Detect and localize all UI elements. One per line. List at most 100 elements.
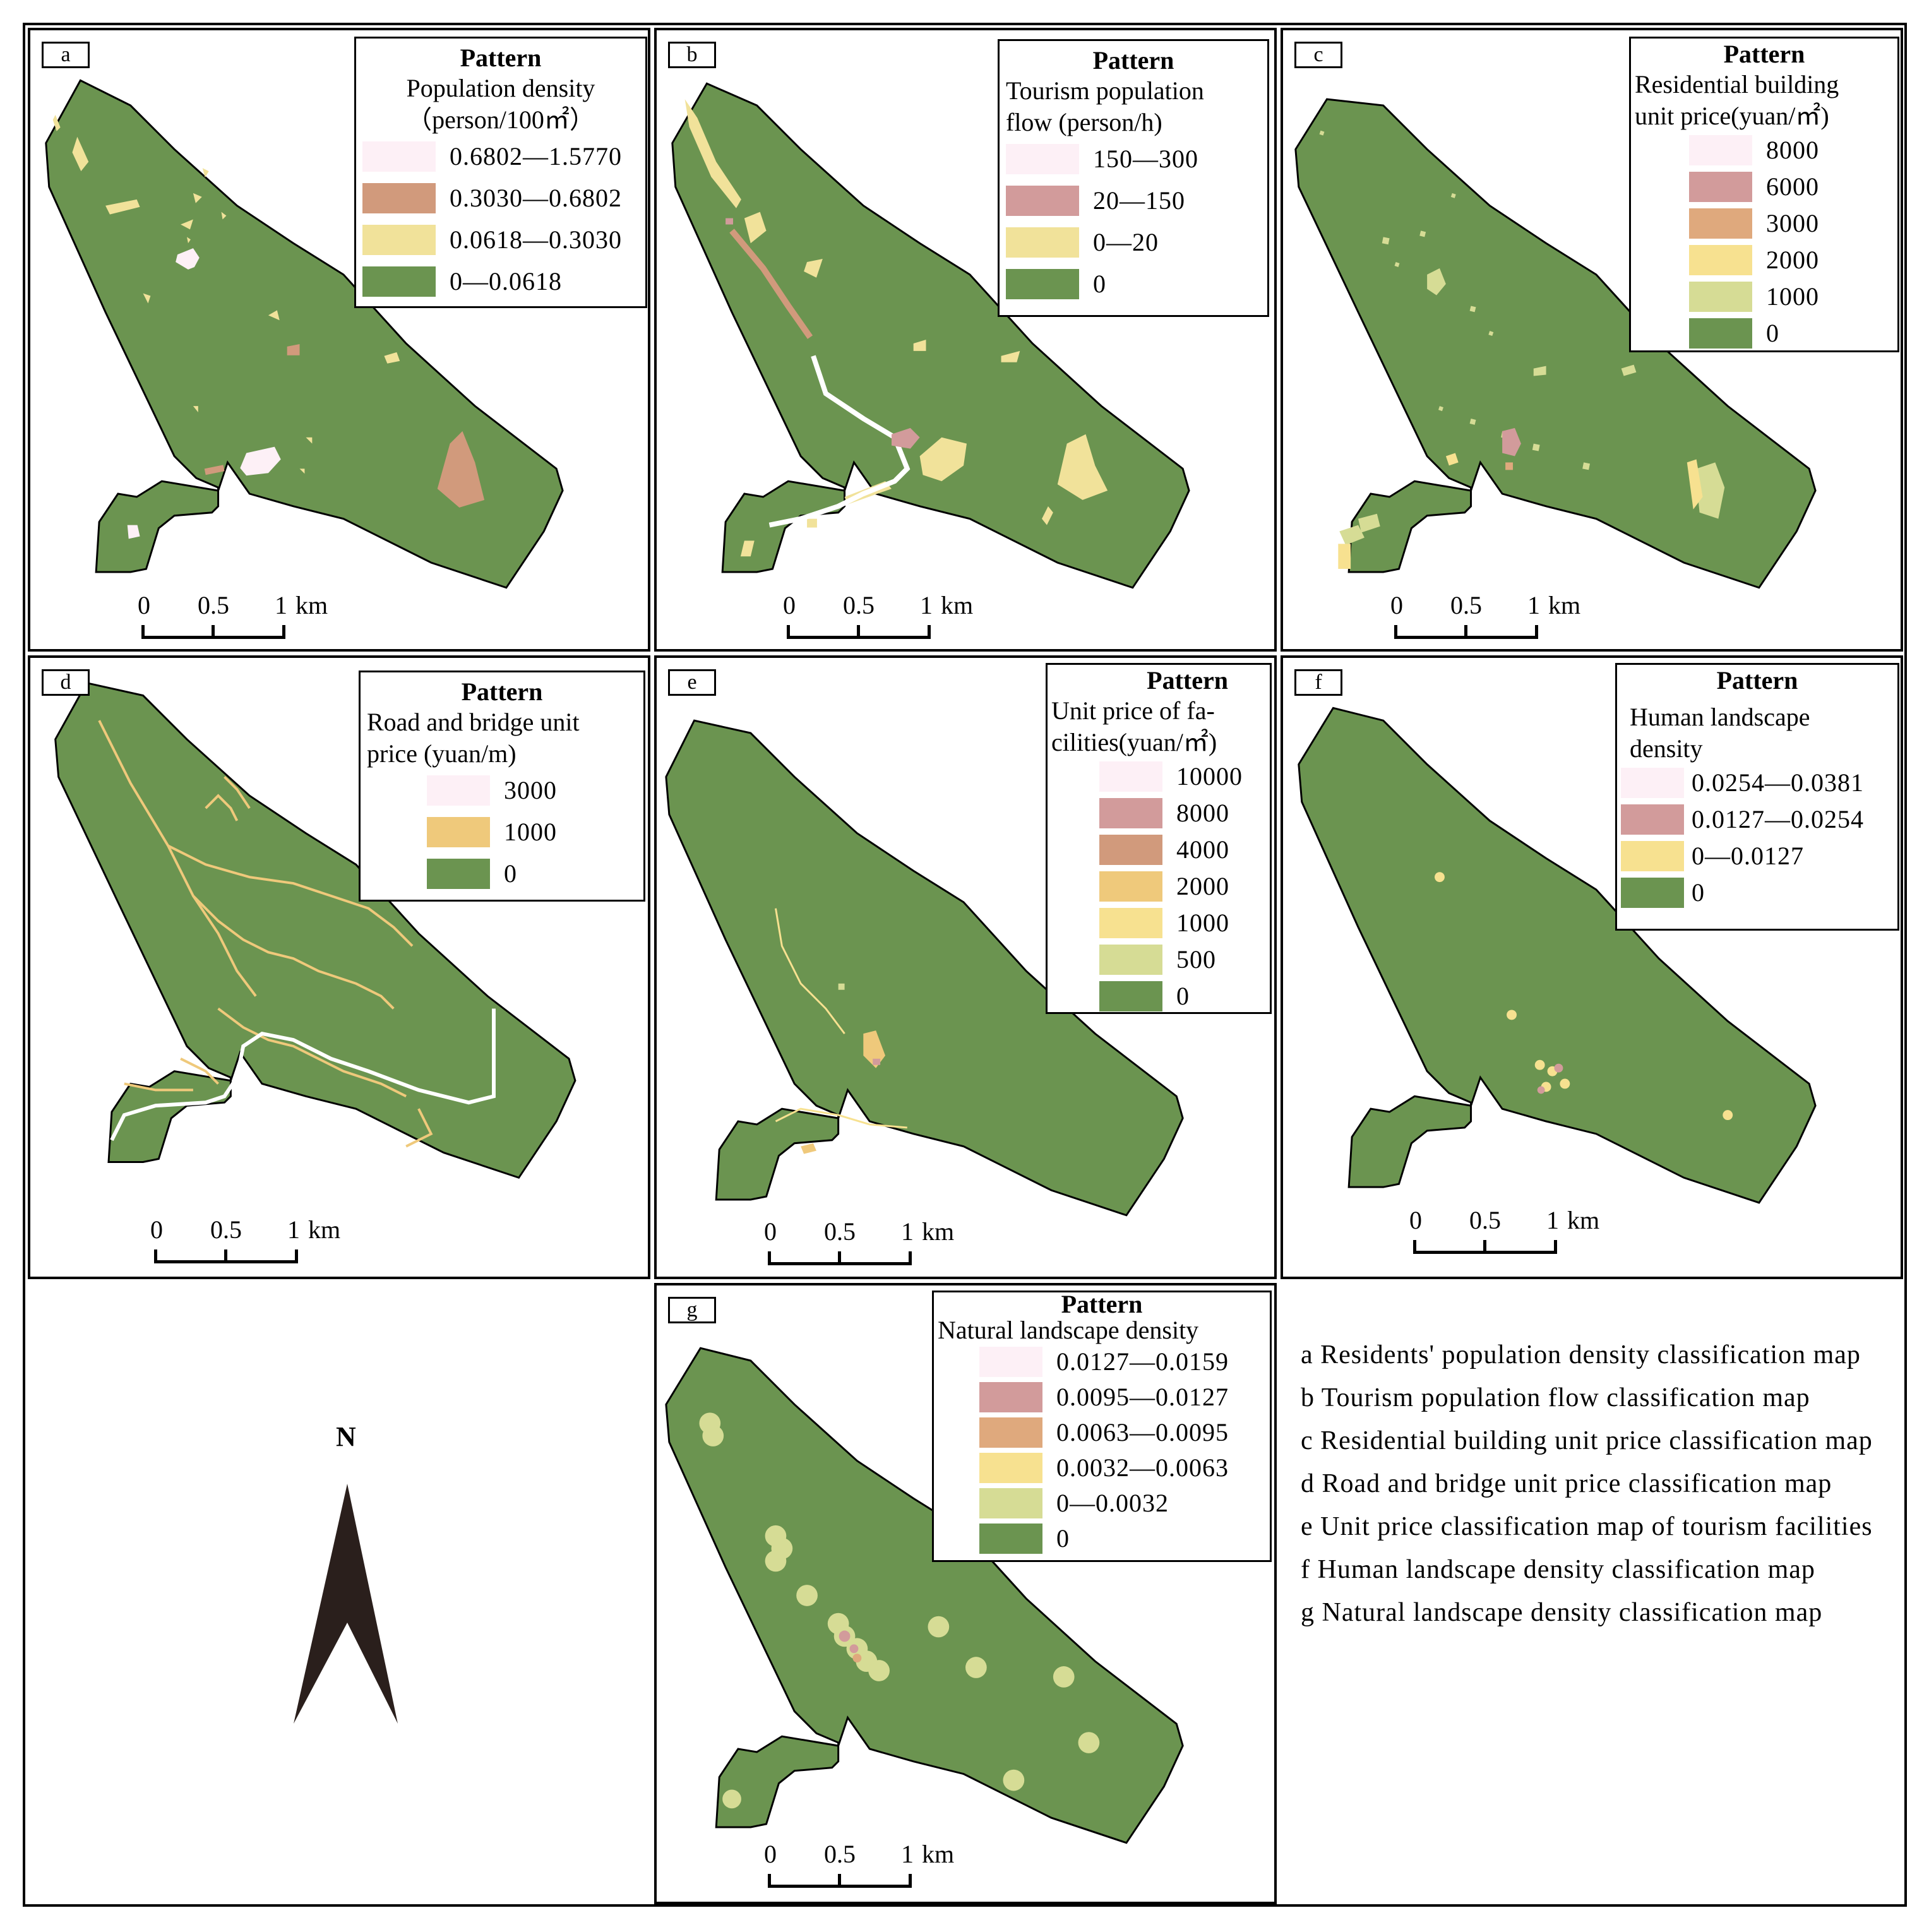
map-f bbox=[1298, 707, 1817, 1204]
legend-item: 0—20 bbox=[1006, 222, 1261, 263]
scale-label-half: 0.5 bbox=[843, 591, 875, 619]
legend-swatch bbox=[1621, 768, 1684, 798]
legend-label: 0 bbox=[1093, 270, 1106, 298]
legend-label: 0 bbox=[1766, 319, 1779, 347]
scale-tick bbox=[838, 1251, 841, 1265]
region-shape bbox=[665, 1347, 1184, 1844]
legend-swatch bbox=[1621, 878, 1684, 908]
legend-swatch bbox=[1006, 144, 1079, 174]
scale-label-half: 0.5 bbox=[1450, 591, 1482, 619]
scale-label-zero: 0 bbox=[1409, 1206, 1422, 1234]
scale-label-unit: km bbox=[308, 1215, 341, 1244]
scale-label-half: 0.5 bbox=[210, 1215, 242, 1244]
map-g bbox=[665, 1347, 1184, 1844]
scale-label-one: 1 bbox=[901, 1217, 914, 1246]
legend-label: 0.0095—0.0127 bbox=[1056, 1383, 1229, 1411]
caption-list: a Residents' population density classifi… bbox=[1301, 1339, 1901, 1639]
legend-item: 0.0254—0.0381 bbox=[1621, 765, 1894, 801]
panel-tag-b: b bbox=[668, 42, 716, 68]
caption-item: b Tourism population flow classification… bbox=[1301, 1383, 1810, 1412]
legend-label: 0—0.0127 bbox=[1692, 842, 1804, 870]
legend-swatch bbox=[427, 775, 490, 806]
scale-bar-g: 0 0.5 1 km bbox=[764, 1841, 966, 1898]
legend-item: 0 bbox=[367, 853, 637, 895]
legend-swatch bbox=[1621, 804, 1684, 835]
patches-white bbox=[127, 248, 281, 539]
points-rose bbox=[1537, 1063, 1563, 1094]
legend-label: 2000 bbox=[1766, 246, 1819, 274]
legend-label: 0.0127—0.0254 bbox=[1692, 805, 1864, 833]
legend-title: Pattern bbox=[460, 44, 542, 72]
legend-subtitle: Residential building bbox=[1635, 70, 1839, 98]
legend-subtitle: Population density bbox=[406, 74, 595, 102]
legend-label: 500 bbox=[1176, 945, 1216, 974]
scale-tick bbox=[1483, 1240, 1486, 1254]
patches-salmon bbox=[204, 343, 485, 508]
caption-item: c Residential building unit price classi… bbox=[1301, 1426, 1873, 1455]
north-arrow: N bbox=[284, 1421, 410, 1736]
scale-tick bbox=[1464, 625, 1467, 639]
scale-bar-a: 0 0.5 1 km bbox=[138, 592, 340, 649]
legend-label: 0—20 bbox=[1093, 228, 1159, 256]
legend-item: 3000 bbox=[1635, 205, 1894, 242]
legend-e: Pattern Unit price of fa- cilities(yuan/… bbox=[1046, 663, 1272, 1014]
legend-title: Pattern bbox=[461, 677, 543, 706]
legend-swatch bbox=[1006, 269, 1079, 299]
legend-item: 0—0.0127 bbox=[1621, 838, 1894, 874]
legend-label: 1000 bbox=[1176, 909, 1229, 937]
panel-tag-f: f bbox=[1294, 669, 1342, 696]
legend-swatch bbox=[427, 859, 490, 889]
map-panel-c: c Pattern Residential building unit pric… bbox=[1281, 28, 1903, 652]
legend-label: 0 bbox=[1176, 982, 1190, 1010]
legend-swatch bbox=[1099, 908, 1162, 938]
caption-item: f Human landscape density classification… bbox=[1301, 1555, 1815, 1584]
legend-a: Pattern Population density （person/100㎡）… bbox=[354, 37, 647, 308]
legend-swatch bbox=[1689, 135, 1752, 165]
legend-item: 0.0095—0.0127 bbox=[938, 1380, 1266, 1415]
scale-label-unit: km bbox=[922, 1217, 955, 1246]
legend-item: 0.0127—0.0254 bbox=[1621, 801, 1894, 838]
legend-b: Pattern Tourism population flow (person/… bbox=[998, 39, 1269, 317]
legend-item: 0.0618—0.3030 bbox=[362, 219, 639, 261]
legend-label: 0 bbox=[1692, 878, 1705, 907]
legend-item: 0 bbox=[1621, 874, 1894, 911]
legend-subtitle: Tourism population bbox=[1006, 76, 1204, 105]
points-yellow bbox=[1435, 872, 1733, 1121]
scale-label-unit: km bbox=[296, 591, 328, 619]
legend-item: 1000 bbox=[1051, 905, 1266, 941]
region-shape bbox=[671, 82, 1190, 589]
legend-swatch bbox=[1689, 318, 1752, 349]
legend-label: 0.6802—1.5770 bbox=[450, 142, 622, 170]
legend-label: 6000 bbox=[1766, 172, 1819, 201]
legend-d: Pattern Road and bridge unit price (yuan… bbox=[359, 671, 645, 902]
legend-swatch bbox=[1099, 981, 1162, 1011]
legend-g: Pattern Natural landscape density 0.0127… bbox=[932, 1291, 1272, 1562]
legend-swatch bbox=[979, 1524, 1042, 1554]
scale-label-zero: 0 bbox=[138, 591, 150, 619]
legend-swatch bbox=[979, 1347, 1042, 1377]
legend-item: 1000 bbox=[367, 811, 637, 853]
scale-label-half: 0.5 bbox=[824, 1840, 856, 1868]
legend-subtitle: Unit price of fa- bbox=[1051, 696, 1215, 725]
caption-item: g Natural landscape density classificati… bbox=[1301, 1598, 1823, 1627]
scale-label-zero: 0 bbox=[150, 1215, 163, 1244]
scale-label-unit: km bbox=[941, 591, 974, 619]
legend-swatch bbox=[362, 183, 436, 213]
legend-swatch bbox=[1099, 798, 1162, 828]
legend-label: 0 bbox=[1056, 1524, 1070, 1553]
legend-swatch bbox=[1099, 835, 1162, 865]
caption-item: e Unit price classification map of touri… bbox=[1301, 1512, 1873, 1541]
legend-label: 0.0618—0.3030 bbox=[450, 225, 622, 254]
scale-label-one: 1 bbox=[901, 1840, 914, 1868]
scale-tick bbox=[212, 625, 215, 639]
legend-swatch bbox=[979, 1382, 1042, 1412]
legend-swatch bbox=[1099, 871, 1162, 902]
legend-subtitle: Natural landscape density bbox=[938, 1316, 1199, 1344]
scale-bar-f: 0 0.5 1 km bbox=[1409, 1207, 1611, 1264]
map-e bbox=[665, 719, 1184, 1217]
patches-orange bbox=[1505, 462, 1514, 470]
panel-tag-g: g bbox=[668, 1297, 716, 1323]
legend-label: 1000 bbox=[504, 818, 557, 846]
caption-item: d Road and bridge unit price classificat… bbox=[1301, 1469, 1832, 1498]
legend-swatch bbox=[1099, 761, 1162, 792]
